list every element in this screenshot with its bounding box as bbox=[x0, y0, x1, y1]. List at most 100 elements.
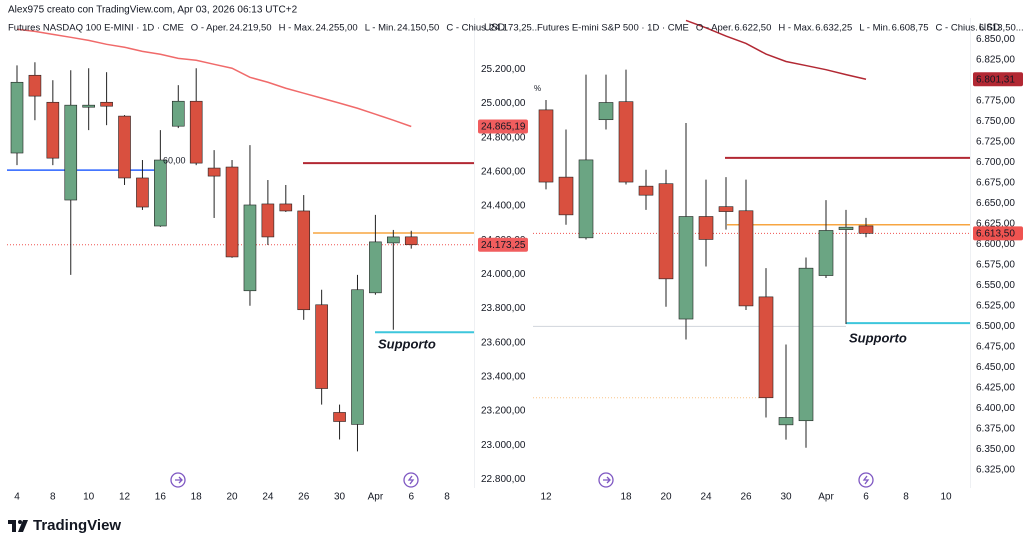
x-tick-label: 18 bbox=[620, 492, 632, 503]
axis-unit: USD bbox=[979, 23, 1000, 34]
symbol-title: Futures NASDAQ 100 E-MINI · 1D · CME bbox=[8, 23, 184, 34]
y-tick-label: 6.350,00 bbox=[976, 444, 1015, 455]
x-tick-label: Apr bbox=[818, 492, 834, 503]
candle-body bbox=[46, 101, 60, 159]
candle-body bbox=[598, 102, 614, 121]
ohlc-label: L - Min. bbox=[859, 23, 890, 34]
candle-body bbox=[64, 104, 78, 201]
candle-body bbox=[404, 236, 418, 246]
x-tick-label: 26 bbox=[740, 492, 752, 503]
y-tick-label: 6.675,00 bbox=[976, 178, 1015, 189]
event-icons[interactable] bbox=[170, 472, 874, 488]
x-tick-label: 10 bbox=[83, 492, 95, 503]
price-label-box bbox=[973, 72, 1023, 87]
y-tick-label: 25.000,00 bbox=[481, 98, 526, 109]
x-tick-label: 20 bbox=[226, 492, 238, 503]
price-label-box bbox=[478, 119, 528, 134]
candle-body bbox=[698, 216, 714, 240]
y-tick-label: 6.600,00 bbox=[976, 239, 1015, 250]
y-tick-label: 6.750,00 bbox=[976, 116, 1015, 127]
x-tick-label: 10 bbox=[940, 492, 952, 503]
candle-body bbox=[279, 203, 293, 212]
ohlc-label: H - Max. bbox=[279, 23, 315, 34]
x-tick-label: 26 bbox=[298, 492, 310, 503]
x-tick-label: 12 bbox=[540, 492, 552, 503]
y-tick-label: 24.400,00 bbox=[481, 201, 526, 212]
x-tick-label: Apr bbox=[368, 492, 384, 503]
annotation: 60,00 bbox=[163, 155, 186, 165]
y-tick-label: 23.800,00 bbox=[481, 303, 526, 314]
y-tick-label: 24.600,00 bbox=[481, 166, 526, 177]
brand-name: TradingView bbox=[33, 517, 121, 534]
candle-body bbox=[351, 289, 364, 425]
candle-body bbox=[658, 183, 674, 280]
x-tick-label: 8 bbox=[50, 492, 56, 503]
credit: Alex975 creato con TradingView.com, Apr … bbox=[8, 5, 298, 16]
y-tick-label: 6.550,00 bbox=[976, 280, 1015, 291]
x-tick-label: 30 bbox=[334, 492, 346, 503]
y-tick-label: 23.200,00 bbox=[481, 406, 526, 417]
x-tick-label: 6 bbox=[408, 492, 414, 503]
ohlc-label: C - Chius. bbox=[446, 23, 488, 34]
annotation: Supporto bbox=[849, 330, 907, 345]
ohlc-label: L - Min. bbox=[365, 23, 396, 34]
ohlc-value: 6.632,25 bbox=[815, 23, 852, 34]
x-tick-label: 12 bbox=[119, 492, 131, 503]
candle-body bbox=[558, 176, 574, 216]
y-tick-label: 6.850,00 bbox=[976, 34, 1015, 45]
ohlc-label: O - Aper. bbox=[696, 23, 734, 34]
y-tick-label: 23.000,00 bbox=[481, 440, 526, 451]
candle-body bbox=[678, 216, 694, 320]
x-tick-label: 8 bbox=[444, 492, 450, 503]
annotation: Supporto bbox=[378, 336, 436, 351]
candle-body bbox=[297, 210, 311, 311]
x-tick-label: 4 bbox=[14, 492, 20, 503]
candle-body bbox=[638, 185, 654, 196]
y-tick-label: 6.400,00 bbox=[976, 403, 1015, 414]
y-tick-label: 6.375,00 bbox=[976, 424, 1015, 435]
candle-body bbox=[207, 167, 221, 177]
price-label-box bbox=[478, 237, 528, 252]
price-label-box bbox=[973, 226, 1023, 241]
y-tick-label: 6.700,00 bbox=[976, 157, 1015, 168]
y-tick-label: 24.800,00 bbox=[481, 132, 526, 143]
y-tick-label: 6.475,00 bbox=[976, 342, 1015, 353]
candle-body bbox=[578, 159, 594, 239]
y-tick-label: 25.200,00 bbox=[481, 64, 526, 75]
candle-body bbox=[28, 74, 42, 97]
moving-average bbox=[685, 19, 867, 80]
candle-body bbox=[387, 236, 400, 244]
candle-body bbox=[369, 241, 382, 294]
y-tick-label: 6.825,00 bbox=[976, 54, 1015, 65]
x-tick-label: 20 bbox=[660, 492, 672, 503]
x-tick-label: 8 bbox=[903, 492, 909, 503]
candle-body bbox=[818, 230, 834, 276]
symbol-title: Futures E-mini S&P 500 · 1D · CME bbox=[537, 23, 689, 34]
candle-body bbox=[758, 296, 774, 399]
x-tick-label: 24 bbox=[700, 492, 712, 503]
y-tick-label: 6.625,00 bbox=[976, 219, 1015, 230]
candle-body bbox=[778, 417, 794, 426]
y-tick-label: 6.525,00 bbox=[976, 301, 1015, 312]
candle-body bbox=[333, 412, 346, 422]
ohlc-value: 6.608,75 bbox=[892, 23, 929, 34]
ohlc-value: 6.622,50 bbox=[734, 23, 771, 34]
price-label: 6.613,50 bbox=[976, 228, 1015, 239]
candle-body bbox=[798, 267, 814, 422]
ohlc-value: 24.255,00 bbox=[315, 23, 357, 34]
y-tick-label: 6.575,00 bbox=[976, 260, 1015, 271]
axis-unit: USD bbox=[484, 23, 505, 34]
y-tick-label: 23.600,00 bbox=[481, 337, 526, 348]
candle-body bbox=[171, 100, 185, 127]
candle-body bbox=[10, 81, 24, 154]
x-tick-label: 16 bbox=[155, 492, 167, 503]
candle-body bbox=[738, 210, 754, 307]
axis-separator bbox=[474, 18, 971, 488]
ohlc-value: 24.173,25... bbox=[490, 23, 540, 34]
candle-body bbox=[538, 109, 554, 183]
ohlc-value: 24.219,50 bbox=[229, 23, 271, 34]
y-tick-label: 6.500,00 bbox=[976, 321, 1015, 332]
price-label: 24.865,19 bbox=[481, 122, 526, 133]
brand-logo[interactable]: TradingView bbox=[8, 517, 121, 534]
